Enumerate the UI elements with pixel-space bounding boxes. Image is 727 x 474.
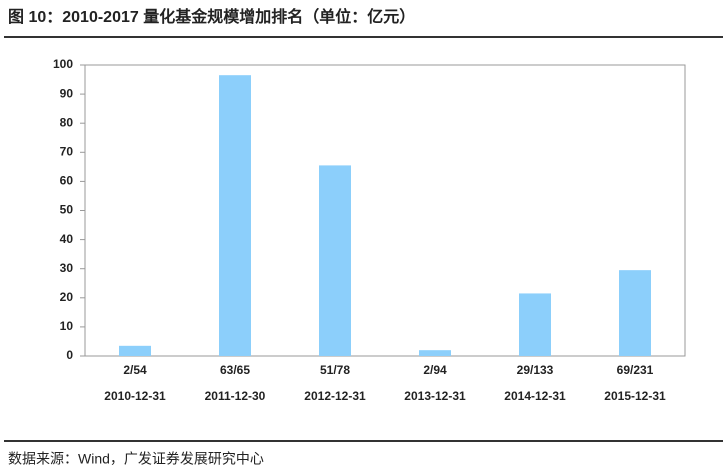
y-tick-label: 0 <box>66 348 73 362</box>
bar <box>319 165 351 356</box>
x-tick-label: 2012-12-31 <box>304 389 366 403</box>
rank-label: 2/94 <box>423 363 447 377</box>
bar <box>619 270 651 356</box>
rank-label: 2/54 <box>123 363 147 377</box>
y-tick-label: 80 <box>60 115 74 129</box>
rank-label: 69/231 <box>617 363 654 377</box>
x-tick-label: 2014-12-31 <box>504 389 566 403</box>
y-tick-label: 50 <box>60 203 74 217</box>
y-tick-label: 20 <box>60 290 74 304</box>
y-tick-label: 40 <box>60 232 74 246</box>
x-tick-label: 2015-12-31 <box>604 389 666 403</box>
y-tick-label: 60 <box>60 174 74 188</box>
rank-label: 63/65 <box>220 363 250 377</box>
x-tick-label: 2013-12-31 <box>404 389 466 403</box>
y-tick-label: 10 <box>60 319 74 333</box>
plot-frame <box>84 64 686 357</box>
x-tick-label: 2010-12-31 <box>104 389 166 403</box>
rank-label: 29/133 <box>517 363 554 377</box>
bar <box>519 293 551 356</box>
y-tick-label: 30 <box>60 261 74 275</box>
bar <box>219 75 251 356</box>
rank-label: 51/78 <box>320 363 350 377</box>
y-tick-label: 70 <box>60 144 74 158</box>
source-note: 数据来源：Wind，广发证券发展研究中心 <box>8 451 264 467</box>
y-tick-label: 100 <box>53 57 73 71</box>
bar <box>419 350 451 356</box>
y-tick-label: 90 <box>60 86 74 100</box>
chart-title: 图 10：2010-2017 量化基金规模增加排名（单位：亿元） <box>8 7 415 26</box>
bar <box>119 345 151 356</box>
x-tick-label: 2011-12-30 <box>205 389 266 403</box>
